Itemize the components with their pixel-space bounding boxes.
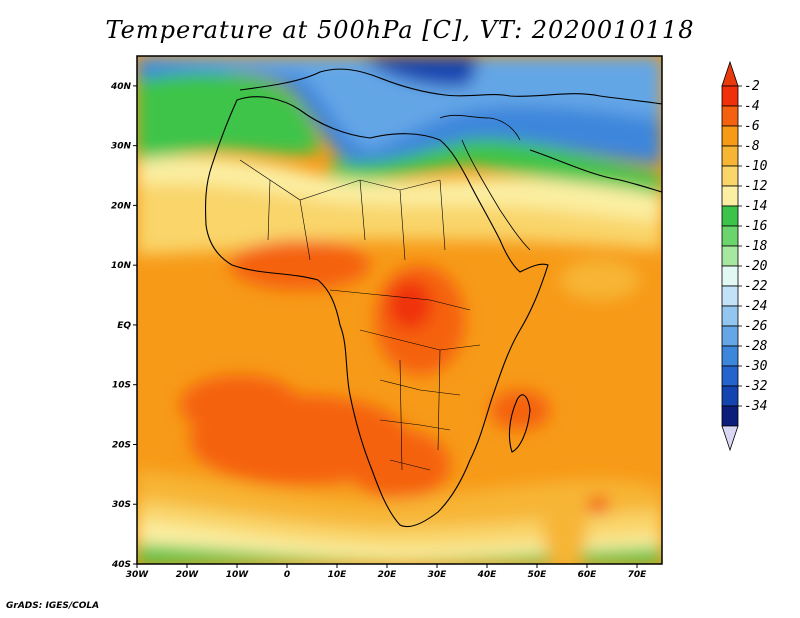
colorbar-swatch — [721, 145, 739, 167]
lon-tick-label: 30E — [428, 570, 448, 580]
colorbar-swatch — [721, 185, 739, 207]
lon-tick-label: 10W — [226, 570, 250, 580]
colorbar-label: -32 — [744, 379, 768, 394]
colorbar-label: -10 — [744, 159, 768, 174]
lat-tick-label: 10N — [111, 261, 132, 271]
colorbar-label: -18 — [744, 239, 768, 254]
colorbar-label: -26 — [744, 319, 768, 334]
lat-tick-label: 20S — [112, 440, 131, 450]
colorbar-label: -12 — [744, 179, 768, 194]
colorbar-label: -16 — [744, 219, 768, 234]
colorbar-swatch — [721, 305, 739, 327]
colorbar-label: -6 — [744, 119, 760, 134]
coastline — [204, 68, 662, 528]
lon-tick-label: 30W — [126, 570, 150, 580]
colorbar-label: -8 — [744, 139, 760, 154]
colorbar-swatch — [721, 285, 739, 307]
colorbar-swatch — [721, 165, 739, 187]
lat-tick-label: 10S — [112, 381, 131, 391]
colorbar-label: -22 — [744, 279, 768, 294]
colorbar-label: -20 — [744, 259, 768, 274]
colorbar-top-arrow — [721, 60, 739, 87]
lon-tick-label: 10E — [328, 570, 348, 580]
grads-credit: GrADS: IGES/COLA — [6, 601, 100, 611]
lat-tick-label: 40N — [110, 82, 132, 92]
lat-tick-label: EQ — [117, 321, 131, 331]
colorbar-swatch — [721, 225, 739, 247]
colorbar-swatch — [721, 385, 739, 407]
colorbar-swatch — [721, 125, 739, 147]
colorbar-swatch — [721, 345, 739, 367]
latitude-axis: 40N 30N 20N 10N EQ 10S 20S 30S 40S — [110, 82, 137, 570]
lat-tick-label: 40S — [111, 560, 131, 570]
lon-tick-label: 0 — [284, 570, 290, 580]
colorbar-label: -4 — [744, 99, 760, 114]
country-borders — [239, 159, 481, 471]
colorbar-swatch — [721, 105, 739, 127]
lat-tick-label: 30N — [111, 142, 132, 152]
colorbar-swatch — [721, 325, 739, 347]
colorbar-swatch — [721, 405, 739, 427]
colorbar-swatch — [721, 245, 739, 267]
lon-tick-label: 60E — [578, 570, 598, 580]
lat-tick-label: 30S — [112, 500, 131, 510]
lon-tick-label: 40E — [477, 570, 498, 580]
colorbar-label: -34 — [744, 399, 767, 414]
temperature-field — [137, 56, 662, 564]
colorbar-label: -24 — [744, 299, 767, 314]
lat-tick-label: 20N — [111, 201, 132, 211]
colorbar-label: -30 — [744, 359, 768, 374]
lon-tick-label: 20W — [176, 570, 200, 580]
lon-tick-label: 70E — [628, 570, 648, 580]
map-frame — [136, 55, 663, 565]
colorbar-swatch — [721, 85, 739, 107]
colorbar-label: -2 — [744, 79, 760, 94]
colorbar-label: -14 — [744, 199, 767, 214]
colorbar-swatch — [721, 365, 739, 387]
colorbar-swatch — [721, 205, 739, 227]
longitude-axis: 30W 20W 10W 0 10E 20E 30E 40E 50E 60E 70E — [126, 564, 647, 580]
colorbar-label: -28 — [744, 339, 768, 354]
chart-title: Temperature at 500hPa [C], VT: 202001011… — [105, 16, 695, 44]
colorbar-swatch — [721, 265, 739, 287]
lon-tick-label: 50E — [528, 570, 548, 580]
colorbar: -2 -4 -6 -8 -10 -12 -14 -16 -18 -20 -22 -24 -26 -28 -3… — [721, 60, 768, 452]
lon-tick-label: 20E — [378, 570, 398, 580]
colorbar-bottom-arrow — [721, 425, 739, 452]
